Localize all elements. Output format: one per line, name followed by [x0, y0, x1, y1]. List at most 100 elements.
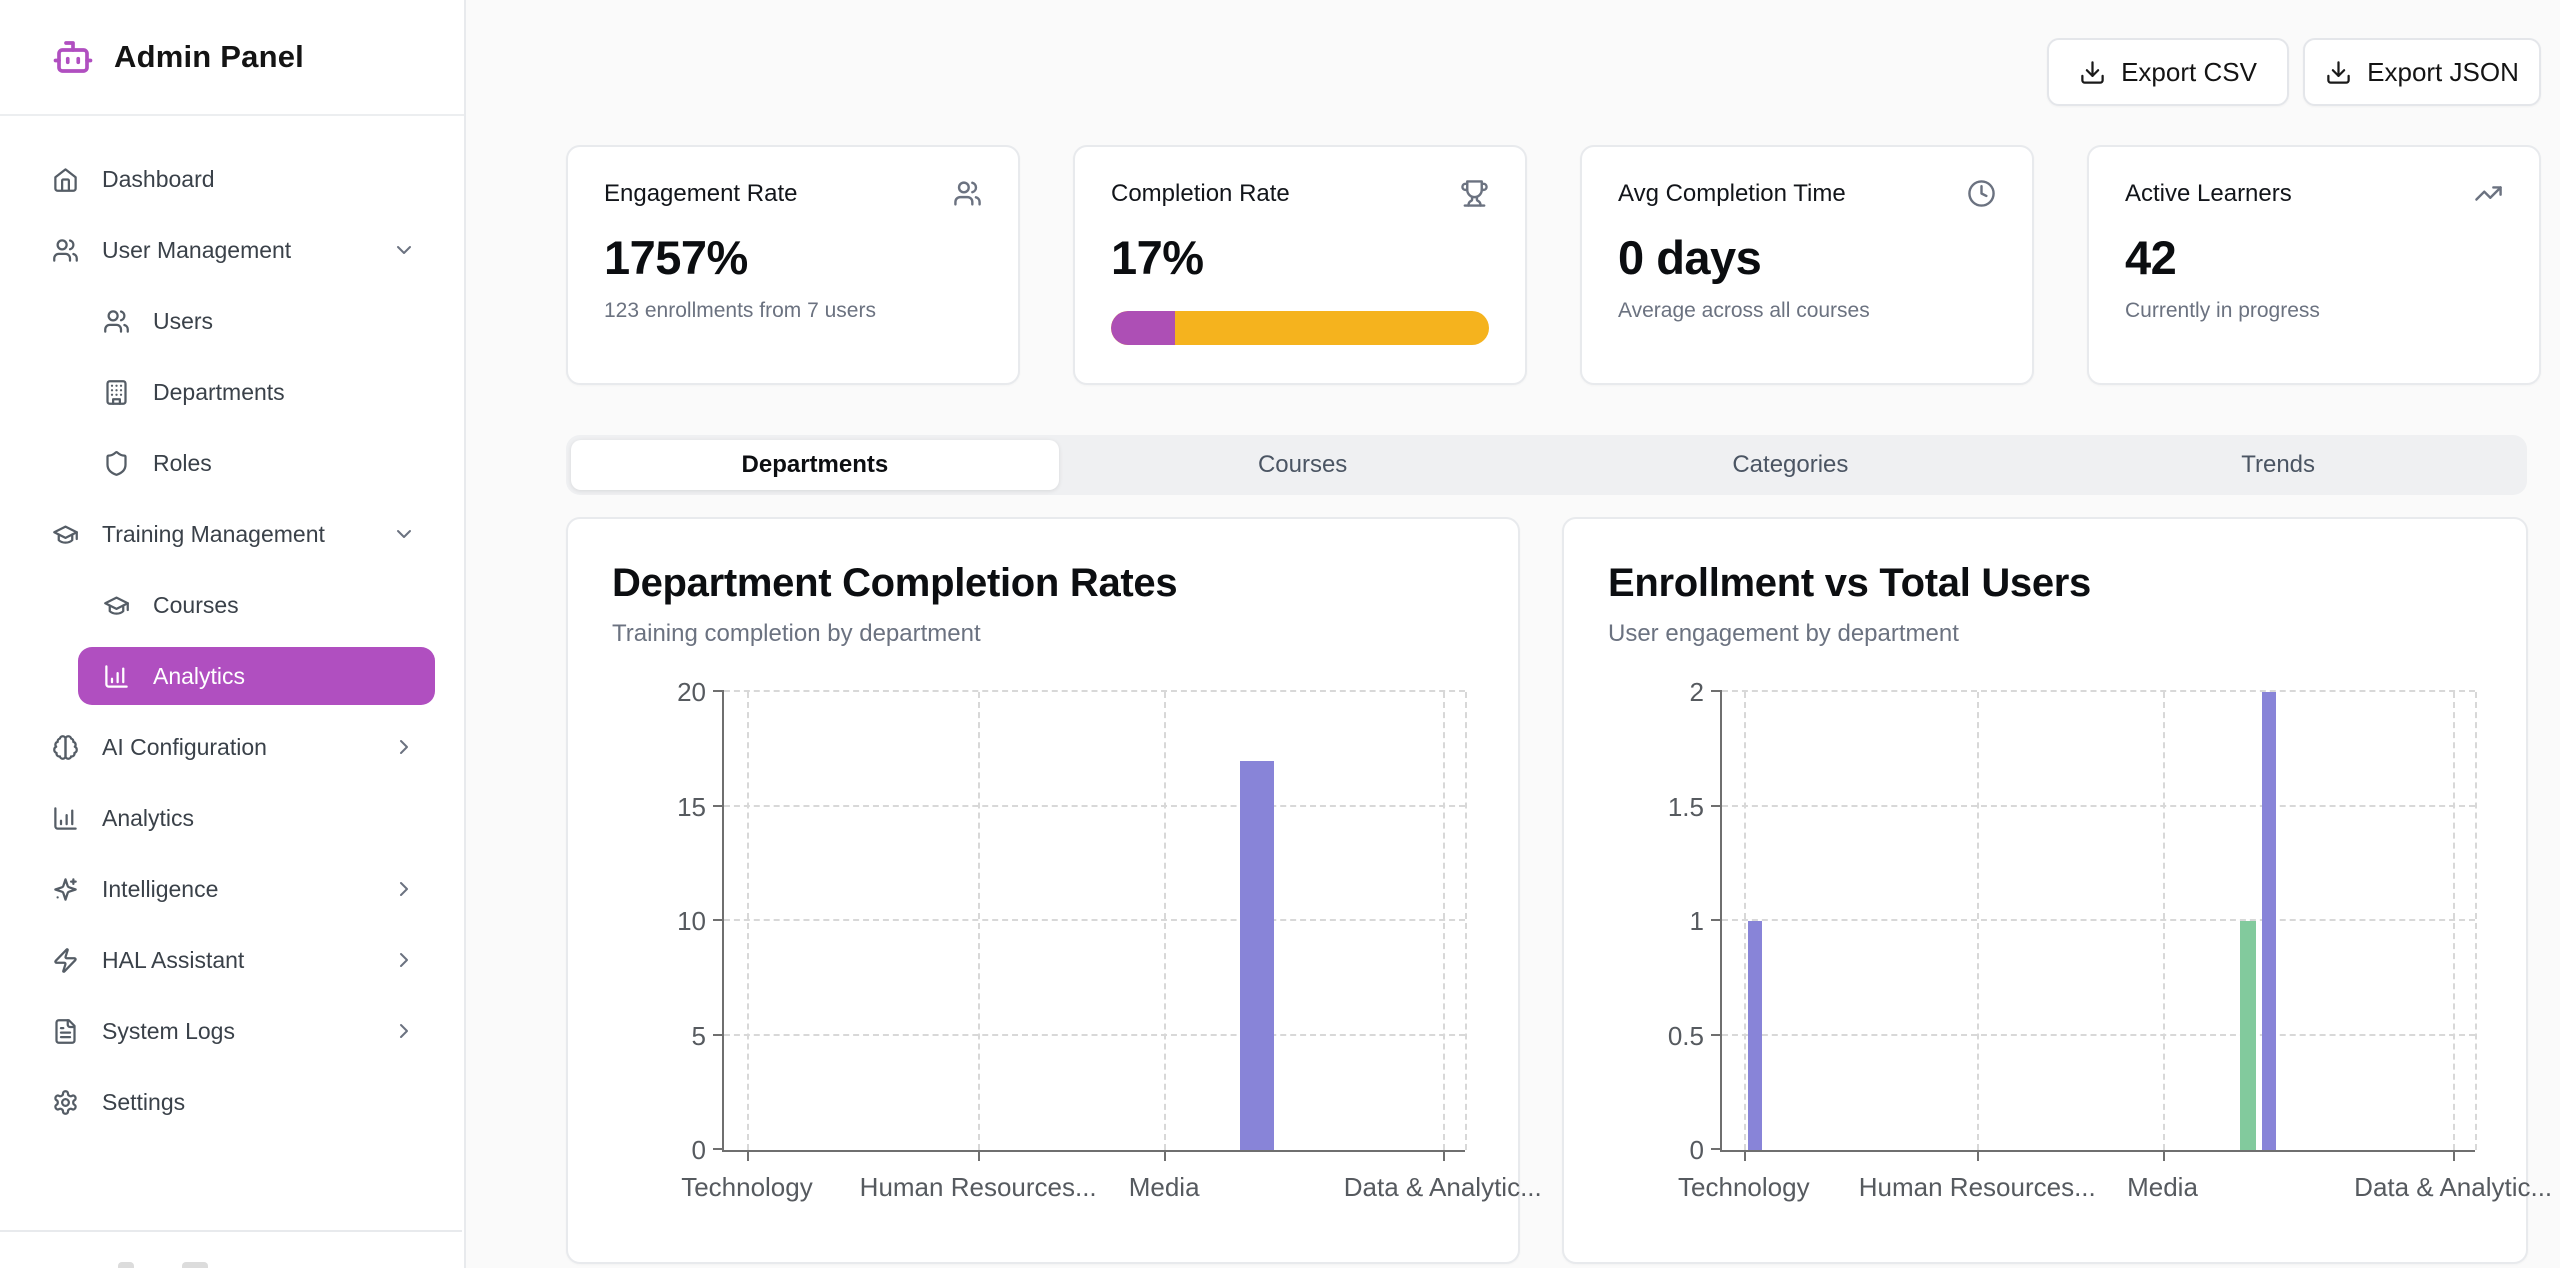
sidebar-item-users[interactable]: Users	[0, 292, 464, 350]
tab-departments[interactable]: Departments	[571, 440, 1059, 490]
stat-value: 0 days	[1618, 231, 1762, 284]
bar-chart-icon	[52, 805, 79, 832]
sidebar-item-label: System Logs	[102, 1017, 235, 1044]
bar-chart-icon	[103, 663, 130, 690]
sidebar-footer-cut-off	[118, 1262, 208, 1268]
plot-right-border	[1465, 692, 1467, 1150]
y-gridline	[1722, 690, 2475, 692]
chart-title: Enrollment vs Total Users	[1608, 561, 2092, 605]
sidebar-item-label: Analytics	[153, 662, 246, 689]
sidebar-item-training-management[interactable]: Training Management	[0, 505, 464, 563]
stat-title: Active Learners	[2125, 179, 2292, 207]
y-axis-tick	[1711, 690, 1722, 692]
stat-card-completion-rate: Completion Rate 17%	[1073, 145, 1527, 385]
sidebar-header: Admin Panel	[0, 0, 464, 116]
department-completion-chart-plot: 0 5 10 15 20 Technology Human Resources... Medi…	[677, 679, 1542, 1202]
trophy-icon	[1460, 179, 1489, 208]
sidebar-item-label: Users	[153, 307, 214, 334]
brain-icon	[52, 734, 79, 761]
x-gridline	[2162, 692, 2165, 1150]
sidebar-item-courses[interactable]: Courses	[0, 576, 464, 634]
sidebar-item-system-logs[interactable]: System Logs	[0, 1002, 464, 1060]
sidebar-item-analytics-active[interactable]: Analytics	[78, 647, 435, 705]
x-axis-label: Media	[1128, 1172, 1200, 1202]
y-axis-tick	[1711, 1033, 1722, 1036]
sidebar-item-label: Dashboard	[102, 165, 215, 192]
y-axis-label: 1	[1689, 906, 1704, 936]
sidebar-item-analytics[interactable]: Analytics	[0, 789, 464, 847]
y-gridline	[1722, 1033, 2475, 1036]
chevron-right-icon	[392, 877, 416, 901]
bot-icon	[52, 36, 94, 78]
sidebar-item-label: HAL Assistant	[102, 946, 245, 973]
x-axis-label: Technology	[681, 1172, 813, 1202]
sidebar-item-settings[interactable]: Settings	[0, 1073, 464, 1131]
y-axis-label: 20	[677, 677, 706, 707]
chart-bar[interactable]	[2239, 921, 2256, 1150]
x-gridline	[978, 692, 981, 1150]
file-text-icon	[52, 1018, 79, 1045]
x-axis-tick	[1743, 1150, 1746, 1161]
x-axis-tick	[746, 1150, 749, 1161]
export-csv-label: Export CSV	[2121, 56, 2257, 87]
sidebar-item-label: AI Configuration	[102, 733, 267, 760]
stat-subtitle: 123 enrollments from 7 users	[604, 299, 876, 322]
x-axis-label: Human Resources...	[859, 1172, 1097, 1202]
export-csv-button[interactable]: Export CSV	[2047, 38, 2289, 106]
sidebar-item-intelligence[interactable]: Intelligence	[0, 860, 464, 918]
x-gridline	[1442, 692, 1445, 1150]
y-gridline	[724, 919, 1465, 921]
x-axis-label: Human Resources...	[1858, 1172, 2096, 1202]
sidebar-item-roles[interactable]: Roles	[0, 434, 464, 492]
tab-categories[interactable]: Categories	[1732, 451, 1849, 478]
x-axis-label: Media	[2127, 1172, 2198, 1202]
sidebar-item-label: Courses	[153, 591, 239, 618]
chart-bar[interactable]	[1239, 760, 1274, 1150]
y-axis-label: 15	[677, 791, 706, 822]
tab-courses[interactable]: Courses	[1257, 451, 1348, 478]
export-json-button[interactable]: Export JSON	[2303, 38, 2541, 106]
x-axis-label: Technology	[1678, 1172, 1810, 1202]
enrollment-chart-plot: 0 0.5 1 1.5 2 Technology Human Resources... Med…	[1668, 679, 2552, 1202]
x-axis-tick	[2453, 1150, 2456, 1161]
department-completion-rates-card: Department Completion Rates Training com…	[566, 517, 1542, 1264]
users-icon	[103, 308, 130, 335]
stat-card-active-learners: Active Learners 42 Currently in progress	[2087, 145, 2541, 385]
y-axis-label: 0	[691, 1135, 706, 1165]
y-axis-label: 0	[1689, 1135, 1704, 1165]
y-axis-tick	[1711, 1148, 1722, 1150]
chart-bar[interactable]	[2261, 692, 2276, 1150]
y-axis-tick	[713, 1148, 724, 1150]
tab-trends[interactable]: Trends	[2241, 451, 2316, 478]
zap-icon	[52, 947, 79, 974]
graduation-cap-icon	[103, 592, 130, 619]
y-gridline	[1722, 804, 2475, 807]
chart-subtitle: Training completion by department	[612, 620, 981, 647]
stat-subtitle: Average across all courses	[1618, 299, 1870, 322]
chevron-down-icon	[392, 522, 416, 546]
y-gridline	[724, 804, 1465, 807]
chart-bar[interactable]	[1748, 921, 1763, 1150]
sidebar: Admin Panel Dashboard User Management Us…	[0, 0, 466, 1268]
y-axis-label: 5	[691, 1020, 706, 1051]
users-icon	[953, 179, 982, 208]
shield-icon	[103, 450, 130, 477]
sidebar-item-user-management[interactable]: User Management	[0, 221, 464, 279]
trending-up-icon	[2474, 179, 2503, 208]
stat-card-avg-completion-time: Avg Completion Time 0 days Average acros…	[1580, 145, 2034, 385]
sidebar-item-dashboard[interactable]: Dashboard	[0, 150, 464, 208]
chart-tabs: Departments Courses Categories Trends	[566, 435, 2527, 495]
y-axis-tick	[713, 690, 724, 692]
gear-icon	[52, 1089, 79, 1116]
sidebar-item-hal-assistant[interactable]: HAL Assistant	[0, 931, 464, 989]
sidebar-item-label: Roles	[153, 449, 212, 476]
sidebar-item-ai-configuration[interactable]: AI Configuration	[0, 718, 464, 776]
chevron-down-icon	[392, 238, 416, 262]
chart-title: Department Completion Rates	[612, 561, 1178, 605]
sidebar-item-departments[interactable]: Departments	[0, 363, 464, 421]
x-axis-tick	[1164, 1150, 1167, 1161]
stat-title: Completion Rate	[1111, 179, 1290, 207]
x-gridline	[1743, 692, 1746, 1150]
users-icon	[52, 237, 79, 264]
